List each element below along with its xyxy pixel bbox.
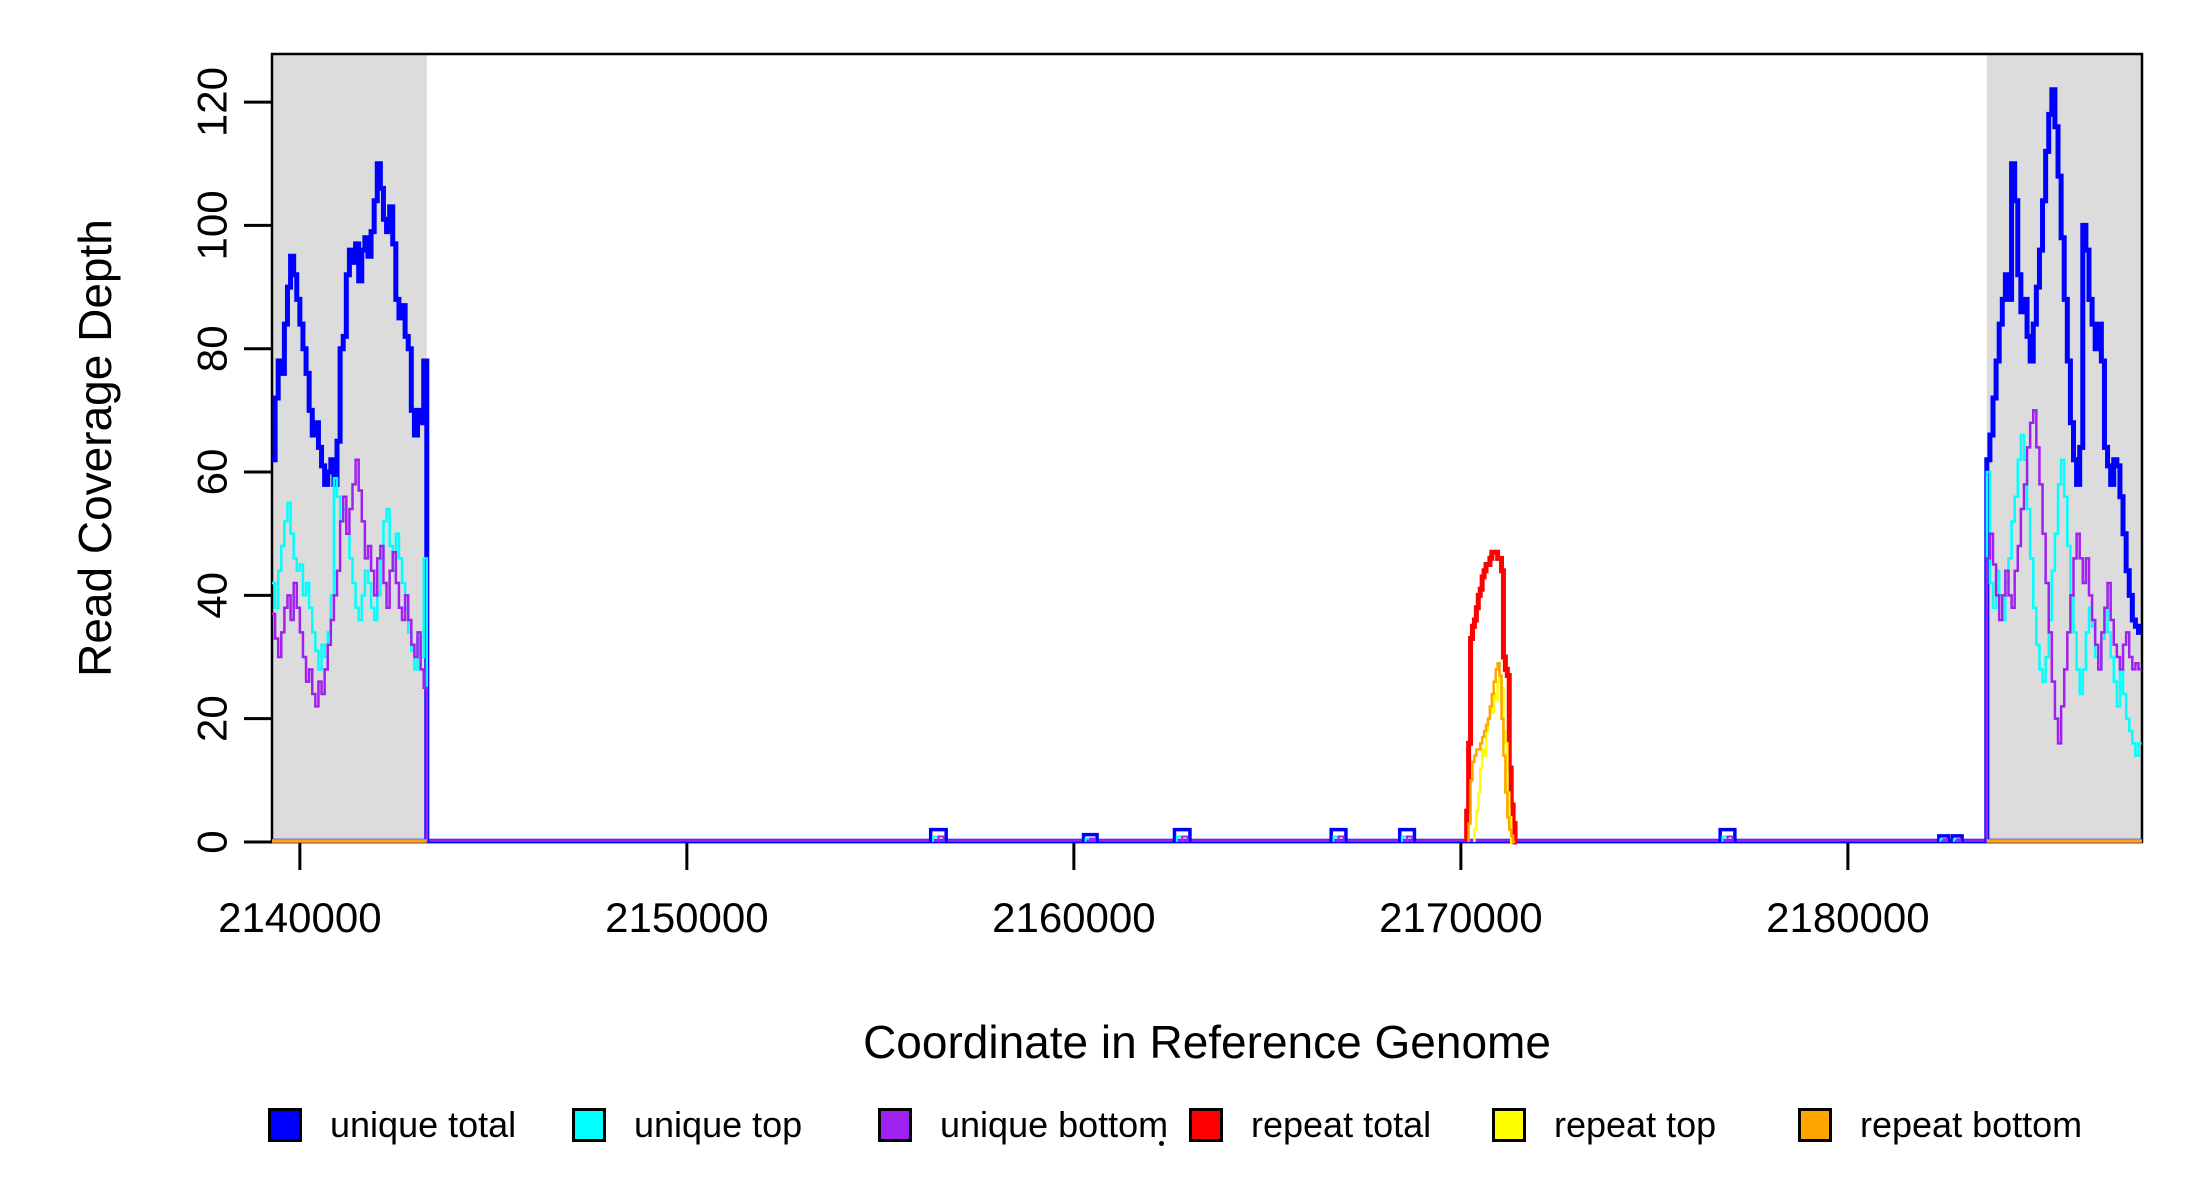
y-tick-label: 60 — [189, 449, 236, 496]
repeat-bottom-swatch-icon — [1798, 1108, 1832, 1142]
x-tick-label: 2160000 — [992, 894, 1156, 941]
coverage-blip — [928, 827, 948, 842]
coverage-blip — [1950, 834, 1964, 842]
legend-item-unique-total: unique total — [268, 1103, 516, 1147]
series-unique-top-right — [1985, 433, 2142, 842]
repeat-total-swatch-icon — [1189, 1108, 1223, 1142]
coverage-blip-bottom — [1181, 835, 1189, 842]
unique-top-swatch-icon — [572, 1108, 606, 1142]
x-tick-label: 2140000 — [218, 894, 382, 941]
coverage-blip-bottom — [1089, 837, 1097, 842]
legend-label: unique bottom — [940, 1104, 1169, 1145]
series-unique-total-right — [1984, 87, 2142, 842]
series-unique-top-left — [272, 476, 429, 842]
coverage-blip — [1397, 827, 1417, 842]
legend-item-repeat-top: repeat top — [1492, 1103, 1716, 1147]
series-repeat-total — [1464, 549, 1518, 845]
coverage-blip-bottom — [1406, 835, 1414, 842]
x-tick-label: 2170000 — [1379, 894, 1543, 941]
y-tick-label: 80 — [189, 325, 236, 372]
coverage-blip — [1329, 827, 1348, 842]
legend-item-repeat-total: repeat total — [1189, 1103, 1431, 1147]
x-tick-label: 2180000 — [1766, 894, 1930, 941]
unique-total-swatch-icon — [268, 1108, 302, 1142]
plot-border — [270, 52, 2144, 844]
y-tick-label: 120 — [189, 67, 236, 137]
coverage-blip — [1718, 827, 1737, 842]
y-tick-label: 0 — [189, 830, 236, 853]
series-repeat-bottom — [1467, 661, 1516, 844]
y-axis-title: Read Coverage Depth — [69, 219, 121, 677]
unique-bottom-swatch-icon — [878, 1108, 912, 1142]
coverage-blip — [1081, 832, 1099, 842]
coverage-blip-bottom — [1726, 835, 1734, 842]
legend-label: repeat top — [1554, 1104, 1717, 1145]
series-repeat-top — [1473, 674, 1514, 844]
legend-item-unique-top: unique top — [572, 1103, 802, 1147]
coverage-blip — [1172, 827, 1192, 842]
stray-mark-dot — [1159, 1141, 1164, 1146]
coverage-blip-bottom — [937, 835, 945, 842]
y-tick-label: 40 — [189, 572, 236, 619]
y-tick-label: 20 — [189, 695, 236, 742]
x-tick-label: 2150000 — [605, 894, 769, 941]
coverage-blip-bottom — [1956, 838, 1962, 842]
coverage-blip — [1937, 834, 1951, 842]
legend-label: unique top — [634, 1104, 803, 1145]
coverage-blip-bottom — [1337, 835, 1345, 842]
legend-label: unique total — [330, 1104, 517, 1145]
series-unique-total-left — [272, 161, 430, 842]
series-unique-bottom-right — [1985, 409, 2142, 842]
x-axis-title: Coordinate in Reference Genome — [863, 1016, 1551, 1068]
legend-label: repeat bottom — [1860, 1104, 2083, 1145]
shaded-region — [272, 54, 427, 842]
series-unique-bottom-left — [272, 458, 429, 842]
repeat-top-swatch-icon — [1492, 1108, 1526, 1142]
legend-item-unique-bottom: unique bottom — [878, 1103, 1168, 1147]
y-tick-label: 100 — [189, 190, 236, 260]
legend-item-repeat-bottom: repeat bottom — [1798, 1103, 2082, 1147]
legend-label: repeat total — [1251, 1104, 1432, 1145]
coverage-blip-bottom — [1942, 838, 1949, 842]
